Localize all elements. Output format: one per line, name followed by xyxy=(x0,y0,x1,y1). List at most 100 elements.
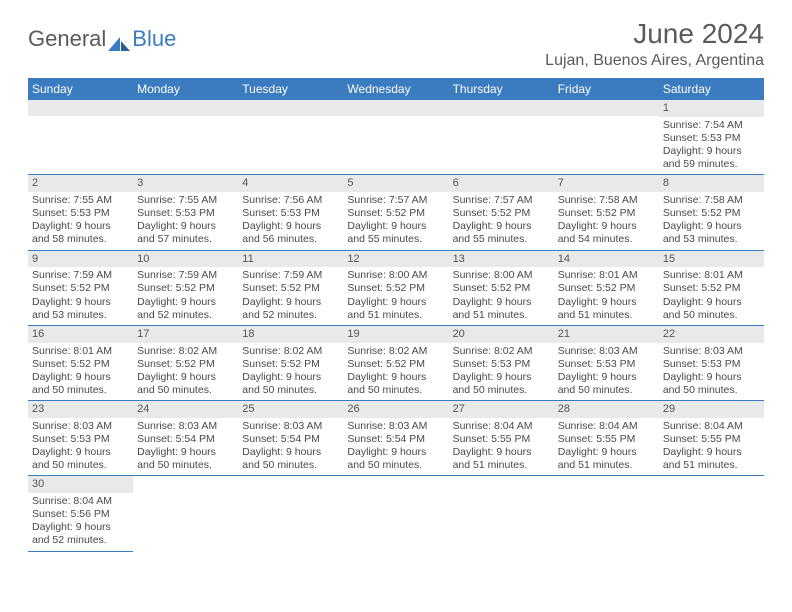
day-number: 29 xyxy=(659,401,764,418)
day-body: Sunrise: 7:57 AMSunset: 5:52 PMDaylight:… xyxy=(449,192,554,250)
sunset-text: Sunset: 5:52 PM xyxy=(453,282,550,295)
day-body: Sunrise: 8:04 AMSunset: 5:55 PMDaylight:… xyxy=(449,418,554,476)
week-row: 1Sunrise: 7:54 AMSunset: 5:53 PMDaylight… xyxy=(28,100,764,175)
day-cell: 22Sunrise: 8:03 AMSunset: 5:53 PMDayligh… xyxy=(659,326,764,400)
day-number xyxy=(28,100,133,116)
weekday-header: Saturday xyxy=(659,78,764,100)
daylight-text: Daylight: 9 hours and 51 minutes. xyxy=(453,446,550,472)
daylight-text: Daylight: 9 hours and 51 minutes. xyxy=(558,446,655,472)
day-number: 26 xyxy=(343,401,448,418)
day-body: Sunrise: 8:02 AMSunset: 5:52 PMDaylight:… xyxy=(343,343,448,401)
day-body: Sunrise: 8:04 AMSunset: 5:55 PMDaylight:… xyxy=(659,418,764,476)
day-number xyxy=(133,476,238,492)
sunrise-text: Sunrise: 8:02 AM xyxy=(453,345,550,358)
sunrise-text: Sunrise: 8:01 AM xyxy=(663,269,760,282)
day-number: 4 xyxy=(238,175,343,192)
sunset-text: Sunset: 5:53 PM xyxy=(558,358,655,371)
day-body: Sunrise: 8:02 AMSunset: 5:52 PMDaylight:… xyxy=(238,343,343,401)
day-body: Sunrise: 7:56 AMSunset: 5:53 PMDaylight:… xyxy=(238,192,343,250)
day-number: 19 xyxy=(343,326,448,343)
day-number: 3 xyxy=(133,175,238,192)
daylight-text: Daylight: 9 hours and 51 minutes. xyxy=(558,296,655,322)
day-number: 25 xyxy=(238,401,343,418)
day-cell: 3Sunrise: 7:55 AMSunset: 5:53 PMDaylight… xyxy=(133,175,238,249)
day-cell xyxy=(449,476,554,551)
day-cell: 30Sunrise: 8:04 AMSunset: 5:56 PMDayligh… xyxy=(28,476,133,551)
day-cell: 19Sunrise: 8:02 AMSunset: 5:52 PMDayligh… xyxy=(343,326,448,400)
day-body: Sunrise: 7:55 AMSunset: 5:53 PMDaylight:… xyxy=(133,192,238,250)
day-number xyxy=(343,100,448,116)
day-number: 13 xyxy=(449,251,554,268)
day-cell: 18Sunrise: 8:02 AMSunset: 5:52 PMDayligh… xyxy=(238,326,343,400)
logo: General Blue xyxy=(28,26,176,52)
sunset-text: Sunset: 5:52 PM xyxy=(347,282,444,295)
day-cell: 15Sunrise: 8:01 AMSunset: 5:52 PMDayligh… xyxy=(659,251,764,325)
sunrise-text: Sunrise: 8:02 AM xyxy=(242,345,339,358)
day-number: 18 xyxy=(238,326,343,343)
sunrise-text: Sunrise: 8:04 AM xyxy=(32,495,129,508)
sunrise-text: Sunrise: 7:56 AM xyxy=(242,194,339,207)
day-body: Sunrise: 8:01 AMSunset: 5:52 PMDaylight:… xyxy=(659,267,764,325)
location: Lujan, Buenos Aires, Argentina xyxy=(545,52,764,70)
logo-sail-icon xyxy=(108,31,130,47)
day-body: Sunrise: 7:59 AMSunset: 5:52 PMDaylight:… xyxy=(133,267,238,325)
day-cell: 5Sunrise: 7:57 AMSunset: 5:52 PMDaylight… xyxy=(343,175,448,249)
day-cell: 14Sunrise: 8:01 AMSunset: 5:52 PMDayligh… xyxy=(554,251,659,325)
day-number: 10 xyxy=(133,251,238,268)
day-cell xyxy=(238,100,343,174)
daylight-text: Daylight: 9 hours and 56 minutes. xyxy=(242,220,339,246)
sunset-text: Sunset: 5:52 PM xyxy=(558,282,655,295)
sunset-text: Sunset: 5:54 PM xyxy=(137,433,234,446)
day-cell: 8Sunrise: 7:58 AMSunset: 5:52 PMDaylight… xyxy=(659,175,764,249)
day-number: 14 xyxy=(554,251,659,268)
day-cell: 9Sunrise: 7:59 AMSunset: 5:52 PMDaylight… xyxy=(28,251,133,325)
sunset-text: Sunset: 5:53 PM xyxy=(32,207,129,220)
weekday-header: Wednesday xyxy=(343,78,448,100)
week-row: 9Sunrise: 7:59 AMSunset: 5:52 PMDaylight… xyxy=(28,251,764,326)
day-cell: 6Sunrise: 7:57 AMSunset: 5:52 PMDaylight… xyxy=(449,175,554,249)
daylight-text: Daylight: 9 hours and 50 minutes. xyxy=(347,371,444,397)
sunset-text: Sunset: 5:55 PM xyxy=(453,433,550,446)
day-cell: 28Sunrise: 8:04 AMSunset: 5:55 PMDayligh… xyxy=(554,401,659,475)
day-cell: 16Sunrise: 8:01 AMSunset: 5:52 PMDayligh… xyxy=(28,326,133,400)
sunset-text: Sunset: 5:53 PM xyxy=(663,132,760,145)
daylight-text: Daylight: 9 hours and 58 minutes. xyxy=(32,220,129,246)
day-number: 15 xyxy=(659,251,764,268)
day-number xyxy=(659,476,764,492)
sunrise-text: Sunrise: 7:59 AM xyxy=(137,269,234,282)
calendar: SundayMondayTuesdayWednesdayThursdayFrid… xyxy=(28,78,764,552)
day-body: Sunrise: 8:04 AMSunset: 5:56 PMDaylight:… xyxy=(28,493,133,551)
daylight-text: Daylight: 9 hours and 50 minutes. xyxy=(347,446,444,472)
day-cell: 20Sunrise: 8:02 AMSunset: 5:53 PMDayligh… xyxy=(449,326,554,400)
sunset-text: Sunset: 5:54 PM xyxy=(242,433,339,446)
day-number: 24 xyxy=(133,401,238,418)
day-body: Sunrise: 8:02 AMSunset: 5:53 PMDaylight:… xyxy=(449,343,554,401)
day-number: 17 xyxy=(133,326,238,343)
week-row: 30Sunrise: 8:04 AMSunset: 5:56 PMDayligh… xyxy=(28,476,764,551)
day-cell xyxy=(28,100,133,174)
day-number: 8 xyxy=(659,175,764,192)
day-body: Sunrise: 7:54 AMSunset: 5:53 PMDaylight:… xyxy=(659,117,764,175)
day-body: Sunrise: 8:03 AMSunset: 5:54 PMDaylight:… xyxy=(133,418,238,476)
sunset-text: Sunset: 5:53 PM xyxy=(663,358,760,371)
day-number xyxy=(554,100,659,116)
daylight-text: Daylight: 9 hours and 50 minutes. xyxy=(32,446,129,472)
day-number: 22 xyxy=(659,326,764,343)
daylight-text: Daylight: 9 hours and 50 minutes. xyxy=(137,371,234,397)
day-cell: 27Sunrise: 8:04 AMSunset: 5:55 PMDayligh… xyxy=(449,401,554,475)
sunrise-text: Sunrise: 7:58 AM xyxy=(558,194,655,207)
sunset-text: Sunset: 5:54 PM xyxy=(347,433,444,446)
weekday-header: Thursday xyxy=(449,78,554,100)
day-cell: 13Sunrise: 8:00 AMSunset: 5:52 PMDayligh… xyxy=(449,251,554,325)
day-body: Sunrise: 8:03 AMSunset: 5:54 PMDaylight:… xyxy=(343,418,448,476)
day-cell: 29Sunrise: 8:04 AMSunset: 5:55 PMDayligh… xyxy=(659,401,764,475)
daylight-text: Daylight: 9 hours and 52 minutes. xyxy=(137,296,234,322)
weekday-header: Tuesday xyxy=(238,78,343,100)
day-body: Sunrise: 8:04 AMSunset: 5:55 PMDaylight:… xyxy=(554,418,659,476)
daylight-text: Daylight: 9 hours and 50 minutes. xyxy=(32,371,129,397)
daylight-text: Daylight: 9 hours and 53 minutes. xyxy=(663,220,760,246)
sunset-text: Sunset: 5:55 PM xyxy=(558,433,655,446)
sunset-text: Sunset: 5:52 PM xyxy=(347,207,444,220)
sunset-text: Sunset: 5:53 PM xyxy=(137,207,234,220)
title-block: June 2024 Lujan, Buenos Aires, Argentina xyxy=(545,18,764,70)
